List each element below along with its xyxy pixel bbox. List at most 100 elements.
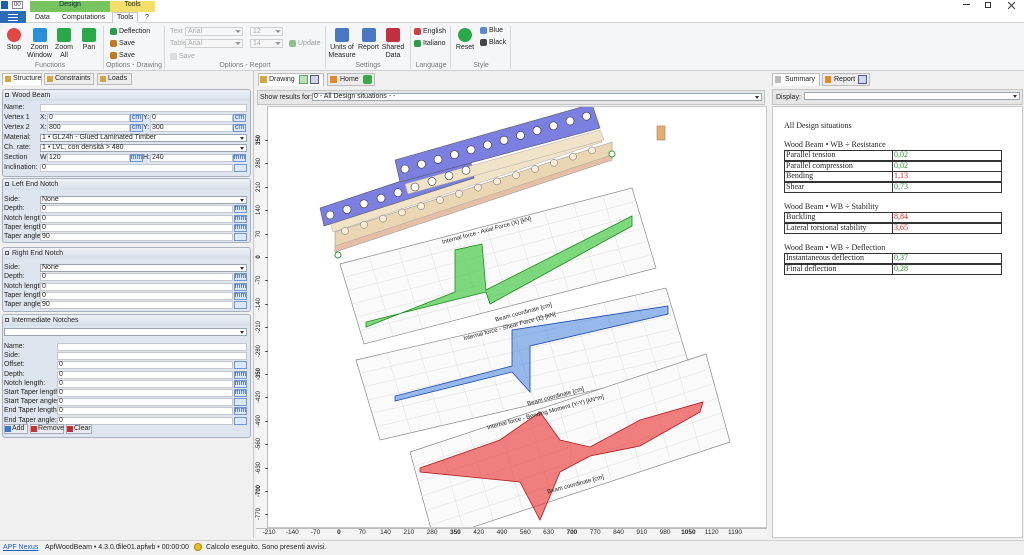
combo-box[interactable]: [250, 39, 283, 48]
text-input[interactable]: [40, 164, 233, 172]
ribbon-button[interactable]: Black: [489, 39, 507, 46]
text-input[interactable]: [57, 417, 233, 425]
tab-tool-button[interactable]: [299, 75, 308, 84]
text-input[interactable]: [40, 233, 233, 241]
text-input[interactable]: [57, 352, 247, 360]
ruler-label: 280: [426, 529, 438, 536]
summary-row-name: Shear: [786, 181, 805, 191]
text-input[interactable]: [40, 283, 233, 291]
section-title: Left End Notch: [12, 181, 59, 188]
minimize-button[interactable]: [963, 4, 970, 5]
ruler-label: 560: [519, 529, 531, 536]
combo-box[interactable]: [250, 27, 283, 36]
ribbon-button[interactable]: Zoom All: [55, 44, 73, 59]
ribbon-button[interactable]: Blue: [489, 27, 504, 34]
status-link[interactable]: APF Nexus: [3, 544, 39, 551]
ruler-tick: [265, 327, 268, 329]
close-button[interactable]: [1008, 2, 1015, 9]
load-symbol: [461, 165, 471, 175]
button-icon: [414, 28, 421, 35]
panel-tab[interactable]: [772, 73, 820, 86]
tab-tool-button[interactable]: [858, 75, 867, 84]
load-symbol: [444, 171, 454, 181]
text-input[interactable]: [57, 343, 247, 351]
field-label: Start Taper angle:: [4, 398, 60, 405]
combo-box[interactable]: [312, 93, 762, 101]
ribbon-tab[interactable]: Computations: [62, 14, 106, 21]
text-input[interactable]: [150, 124, 233, 132]
panel-tab[interactable]: [2, 73, 42, 85]
text-input[interactable]: [40, 292, 233, 300]
ruler-label: 420: [473, 529, 485, 536]
file-button[interactable]: [0, 11, 26, 23]
quick-access[interactable]: 00: [12, 1, 23, 9]
text-input[interactable]: [47, 124, 130, 132]
ribbon-button[interactable]: Shared Data: [381, 44, 405, 59]
combo-arrow: [235, 30, 241, 33]
combo-box[interactable]: [40, 196, 247, 204]
ribbon-button[interactable]: Units of Measure: [328, 44, 356, 59]
maximize-button[interactable]: [985, 2, 991, 8]
combo-box[interactable]: [804, 92, 1020, 100]
summary-row-name: Parallel tension: [786, 150, 836, 159]
field-label: Inclination:: [4, 164, 38, 171]
combo-box[interactable]: [185, 27, 243, 36]
action-button[interactable]: [66, 424, 92, 434]
combo-box[interactable]: [185, 39, 243, 48]
field-label: Side:: [4, 352, 20, 359]
tab-tool-button[interactable]: [310, 75, 319, 84]
ribbon-button[interactable]: Report: [357, 44, 379, 51]
text-input[interactable]: [57, 389, 233, 397]
action-button[interactable]: [30, 424, 64, 434]
text-input[interactable]: [40, 104, 247, 112]
panel-tab[interactable]: [44, 73, 94, 85]
text-input[interactable]: [57, 380, 233, 388]
text-input[interactable]: [57, 371, 233, 379]
ribbon-field-label[interactable]: Save: [179, 53, 195, 60]
text-input[interactable]: [57, 398, 233, 406]
combo-box[interactable]: [40, 264, 247, 272]
context-tab[interactable]: Design: [30, 1, 110, 10]
text-input[interactable]: [40, 273, 233, 281]
text-input[interactable]: [40, 215, 233, 223]
text-input[interactable]: [47, 154, 130, 162]
text-input[interactable]: [40, 205, 233, 213]
button-icon: [335, 28, 349, 42]
ribbon-button[interactable]: English: [423, 28, 446, 35]
ribbon-button[interactable]: Save: [119, 40, 135, 47]
combo-box[interactable]: [40, 134, 247, 142]
load-symbol: [400, 164, 410, 174]
text-input[interactable]: [57, 407, 233, 415]
ribbon-button[interactable]: Deflection: [119, 28, 151, 35]
text-input[interactable]: [47, 114, 130, 122]
text-input[interactable]: [57, 361, 233, 369]
button-icon: [5, 426, 11, 432]
unit-label: mm: [234, 205, 247, 212]
ribbon-button[interactable]: Italiano: [423, 40, 446, 47]
ribbon-button[interactable]: Zoom Window: [27, 44, 52, 59]
ribbon-field-label[interactable]: Text: [170, 28, 183, 35]
tab-tool-button[interactable]: [363, 75, 372, 84]
ribbon-button[interactable]: Save: [119, 52, 135, 59]
text-input[interactable]: [40, 224, 233, 232]
ribbon-button[interactable]: Update: [298, 40, 321, 47]
ribbon-button[interactable]: Reset: [455, 44, 475, 51]
input-value: 0: [42, 215, 46, 222]
ribbon-tab[interactable]: Data: [35, 14, 50, 21]
combo-box[interactable]: [40, 144, 247, 152]
ribbon-field-label[interactable]: Table: [170, 40, 187, 47]
context-tab[interactable]: Tools: [110, 1, 155, 10]
text-input[interactable]: [150, 114, 233, 122]
action-button[interactable]: [4, 424, 28, 434]
text-input[interactable]: [150, 154, 233, 162]
field-label: End Taper length:: [4, 407, 59, 414]
ruler-tick: [265, 303, 268, 305]
ribbon-tab[interactable]: Tools: [117, 14, 134, 21]
text-input[interactable]: [40, 301, 233, 309]
ribbon-tab[interactable]: ?: [145, 14, 149, 21]
unit-box: [234, 389, 247, 397]
ribbon-button[interactable]: Stop: [6, 44, 22, 51]
combo-value: 1 • LVL, con densità > 480: [42, 144, 124, 151]
combo-box[interactable]: [4, 328, 247, 336]
ribbon-button[interactable]: Pan: [82, 44, 96, 51]
